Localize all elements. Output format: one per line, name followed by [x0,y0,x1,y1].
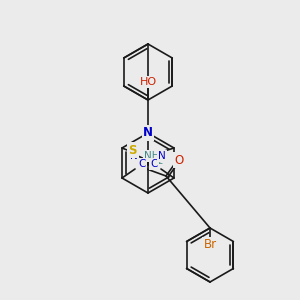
Text: S: S [128,143,136,157]
Text: N: N [143,127,153,140]
Text: Br: Br [203,238,217,251]
Text: N: N [158,151,166,161]
Text: 2: 2 [158,158,163,166]
Text: HO: HO [140,77,157,87]
Text: C: C [138,159,146,169]
Text: N: N [130,151,138,161]
Text: O: O [174,154,184,166]
Text: NH: NH [144,151,160,161]
Text: C: C [150,159,158,169]
